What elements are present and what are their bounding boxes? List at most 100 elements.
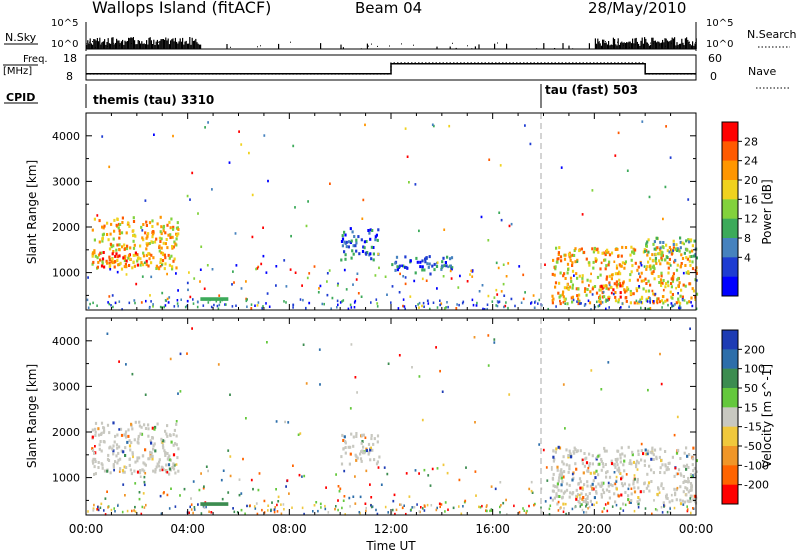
scatter-cell (688, 250, 691, 254)
scatter-cell (616, 457, 619, 461)
nsky-bar (684, 38, 686, 49)
scatter-cell (135, 282, 138, 286)
scatter-cell (163, 449, 166, 453)
scatter-cell (630, 492, 633, 496)
scatter-cell (336, 299, 339, 303)
scatter-cell (584, 303, 587, 306)
scatter-cell (643, 463, 646, 467)
scatter-cell (494, 487, 497, 491)
nsky-bar (635, 37, 637, 49)
nsearch-dot (650, 42, 651, 44)
scatter-cell (551, 294, 554, 298)
scatter-cell (238, 493, 241, 497)
nsky-bar (693, 45, 695, 49)
scatter-cell (622, 281, 625, 285)
scatter-cell (615, 480, 618, 483)
scatter-cell (576, 260, 579, 263)
scatter-cell (280, 512, 283, 515)
scatter-cell (140, 301, 143, 304)
nsky-bar (149, 37, 151, 49)
scatter-cell (369, 237, 372, 241)
scatter-cell (189, 198, 191, 201)
scatter-cell (651, 253, 654, 257)
scatter-cell (361, 440, 364, 443)
scatter-cell (580, 302, 582, 305)
scatter-cell (402, 298, 405, 301)
colorbar-box (722, 180, 738, 200)
scatter-cell (114, 301, 117, 305)
nsky-bar (672, 38, 674, 49)
scatter-cell (128, 439, 131, 443)
scatter-cell (576, 294, 579, 298)
scatter-cell (629, 273, 632, 277)
scatter-cell (121, 510, 124, 514)
scatter-cell (582, 471, 585, 475)
scatter-cell (586, 469, 589, 473)
scatter-cell (348, 240, 351, 244)
nsearch-dot (686, 42, 687, 44)
scatter-cell (616, 449, 619, 453)
scatter-cell (573, 254, 576, 257)
scatter-cell (693, 239, 696, 243)
scatter-cell (274, 506, 276, 509)
scatter-cell (401, 264, 403, 267)
scatter-cell (605, 449, 608, 453)
scatter-cell (335, 505, 337, 508)
scatter-cell (679, 240, 682, 244)
scatter-cell (594, 259, 597, 263)
scatter-cell (447, 508, 449, 511)
scatter-cell (191, 171, 194, 175)
scatter-cell (522, 297, 525, 301)
scatter-cell (349, 445, 352, 449)
scatter-cell (600, 481, 603, 485)
scatter-cell (124, 435, 128, 439)
scatter-cell (418, 472, 420, 475)
scatter-cell (148, 252, 151, 256)
scatter-cell (676, 415, 679, 419)
scatter-cell (607, 287, 610, 291)
scatter-cell (413, 506, 416, 509)
scatter-cell (575, 287, 578, 291)
scatter-cell (111, 257, 114, 261)
scatter-cell (144, 463, 147, 467)
scatter-cell (591, 486, 594, 490)
scatter-cell (131, 509, 133, 513)
cpid-segment-1: themis (tau) 3310 (93, 93, 214, 107)
nsearch-dot (413, 44, 414, 46)
scatter-cell (502, 263, 505, 266)
scatter-cell (679, 305, 681, 308)
scatter-cell (685, 487, 689, 491)
colorbar-box (722, 199, 738, 219)
scatter-cell (553, 273, 556, 277)
nsky-bar (226, 44, 228, 49)
scatter-cell (362, 198, 365, 202)
scatter-cell (442, 275, 445, 278)
scatter-cell (610, 273, 614, 277)
scatter-cell (97, 260, 100, 264)
scatter-cell (636, 477, 639, 481)
scatter-cell (163, 439, 166, 443)
scatter-cell (595, 489, 598, 493)
nsky-bar (129, 38, 131, 49)
scatter-cell (158, 460, 161, 464)
nsky-bar (89, 38, 91, 49)
nsky-bar (680, 43, 682, 49)
scatter-cell (250, 307, 253, 310)
scatter-cell (565, 448, 568, 452)
scatter-cell (438, 502, 441, 505)
scatter-cell (152, 232, 155, 236)
scatter-cell (340, 240, 344, 243)
scatter-cell (487, 364, 490, 367)
nsky-bar (471, 48, 473, 49)
scatter-cell (619, 507, 622, 510)
nsearch-dot (131, 43, 132, 44)
scatter-cell (377, 466, 380, 469)
scatter-cell (586, 480, 589, 484)
scatter-cell (590, 272, 592, 276)
colorbar-box (722, 122, 738, 142)
scatter-cell (670, 252, 673, 256)
scatter-cell (257, 301, 260, 304)
scatter-cell (240, 143, 243, 146)
scatter-cell (186, 281, 189, 285)
